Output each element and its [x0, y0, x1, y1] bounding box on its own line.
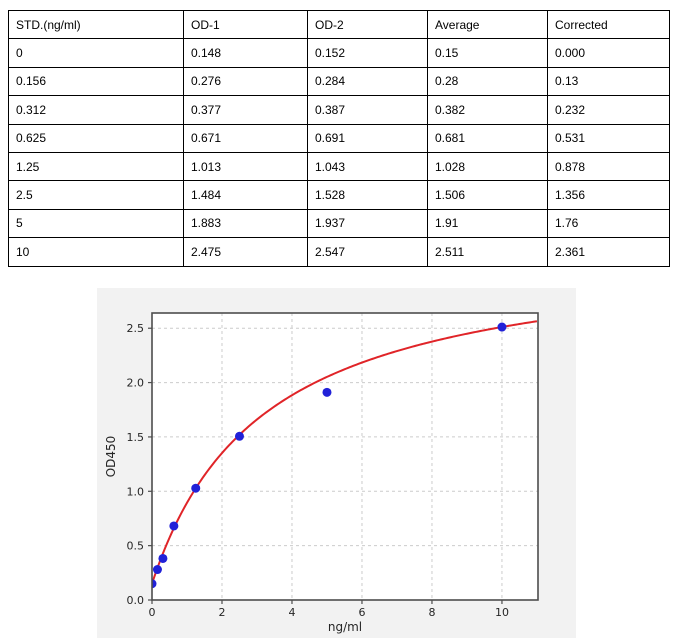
table-cell: 10 — [8, 237, 184, 267]
table-cell: 1.76 — [547, 208, 670, 239]
column-header: OD-2 — [307, 9, 428, 40]
table-cell: 2.547 — [307, 237, 428, 267]
x-tick-label: 0 — [149, 606, 156, 619]
table-cell: 0.13 — [547, 66, 670, 97]
table-cell: 1.043 — [307, 151, 428, 182]
table-row: 0.312 0.377 0.387 0.382 0.232 — [8, 95, 670, 125]
plot-border — [151, 312, 539, 601]
standards-table-body: 0 0.148 0.152 0.15 0.000 0.156 0.276 0.284 0.28 0… — [8, 38, 670, 267]
y-tick-label: 2.5 — [127, 322, 145, 335]
table-cell: 0.28 — [427, 66, 548, 97]
data-point — [169, 521, 179, 531]
table-cell: 0.284 — [307, 66, 428, 97]
x-tick-label: 6 — [358, 606, 365, 619]
table-cell: 0.232 — [547, 95, 670, 125]
table-cell: 0.878 — [547, 151, 670, 182]
table-row: 5 1.883 1.937 1.91 1.76 — [8, 208, 670, 239]
column-header: STD.(ng/ml) — [8, 9, 184, 40]
fit-curve-line — [152, 320, 538, 585]
table-cell: 0.312 — [8, 95, 184, 125]
y-tick-label: 1.0 — [127, 485, 145, 498]
y-tick-label: 0.5 — [127, 540, 145, 553]
table-cell: 1.883 — [183, 208, 308, 239]
table-row: 1.25 1.013 1.043 1.028 0.878 — [8, 151, 670, 182]
table-cell: 0.625 — [8, 123, 184, 153]
table-cell: 1.013 — [183, 151, 308, 182]
table-cell: 0.691 — [307, 123, 428, 153]
standard-curve-svg: 0 2 4 6 8 10 0.0 0.5 1.0 1.5 2.0 2.5 ng/ml OD450 — [104, 312, 539, 634]
table-cell: 1.356 — [547, 180, 670, 210]
table-cell: 0.382 — [427, 95, 548, 125]
table-cell: 1.528 — [307, 180, 428, 210]
table-row: 0 0.148 0.152 0.15 0.000 — [8, 38, 670, 68]
data-point — [234, 431, 244, 441]
table-cell: 0.276 — [183, 66, 308, 97]
data-point — [152, 579, 157, 589]
column-header: OD-1 — [183, 9, 308, 40]
table-cell: 0.152 — [307, 38, 428, 68]
x-tick-label: 8 — [428, 606, 435, 619]
column-header: Corrected — [547, 9, 670, 40]
table-cell: 0.681 — [427, 123, 548, 153]
y-tick-label: 2.0 — [127, 377, 145, 390]
x-tick-label: 2 — [218, 606, 225, 619]
data-point — [497, 322, 507, 332]
data-point — [152, 565, 162, 575]
table-cell: 2.361 — [547, 237, 670, 267]
table-cell: 0.531 — [547, 123, 670, 153]
table-cell: 2.5 — [8, 180, 184, 210]
table-row: 0.156 0.276 0.284 0.28 0.13 — [8, 66, 670, 97]
table-cell: 1.028 — [427, 151, 548, 182]
table-cell: 0.148 — [183, 38, 308, 68]
table-row: 2.5 1.484 1.528 1.506 1.356 — [8, 180, 670, 210]
data-point — [191, 483, 201, 493]
table-cell: 1.91 — [427, 208, 548, 239]
y-axis-label: OD450 — [104, 436, 118, 478]
table-header-row: STD.(ng/ml) OD-1 OD-2 Average Corrected — [8, 9, 670, 40]
y-tick-label: 0.0 — [127, 594, 145, 607]
table-cell: 0 — [8, 38, 184, 68]
x-tick-label: 10 — [495, 606, 509, 619]
table-row: 0.625 0.671 0.691 0.681 0.531 — [8, 123, 670, 153]
table-row: 10 2.475 2.547 2.511 2.361 — [8, 237, 670, 267]
table-cell: 0.156 — [8, 66, 184, 97]
x-tick-label: 4 — [288, 606, 295, 619]
table-cell: 2.475 — [183, 237, 308, 267]
standard-curve-figure: 0 2 4 6 8 10 0.0 0.5 1.0 1.5 2.0 2.5 ng/ml OD450 — [97, 288, 576, 638]
table-cell: 0.15 — [427, 38, 548, 68]
plot-area — [152, 313, 538, 600]
table-cell: 1.484 — [183, 180, 308, 210]
y-tick-label: 1.5 — [127, 431, 145, 444]
standards-table-header: STD.(ng/ml) OD-1 OD-2 Average Corrected — [8, 9, 670, 40]
column-header: Average — [427, 9, 548, 40]
table-cell: 5 — [8, 208, 184, 239]
data-point — [322, 387, 332, 397]
x-axis-label: ng/ml — [328, 620, 362, 634]
data-point — [158, 553, 168, 563]
table-cell: 1.506 — [427, 180, 548, 210]
standards-table: STD.(ng/ml) OD-1 OD-2 Average Corrected 0 0.1… — [8, 9, 670, 267]
table-cell: 0.387 — [307, 95, 428, 125]
table-cell: 0.000 — [547, 38, 670, 68]
table-cell: 1.25 — [8, 151, 184, 182]
table-cell: 2.511 — [427, 237, 548, 267]
table-cell: 1.937 — [307, 208, 428, 239]
table-cell: 0.671 — [183, 123, 308, 153]
table-cell: 0.377 — [183, 95, 308, 125]
